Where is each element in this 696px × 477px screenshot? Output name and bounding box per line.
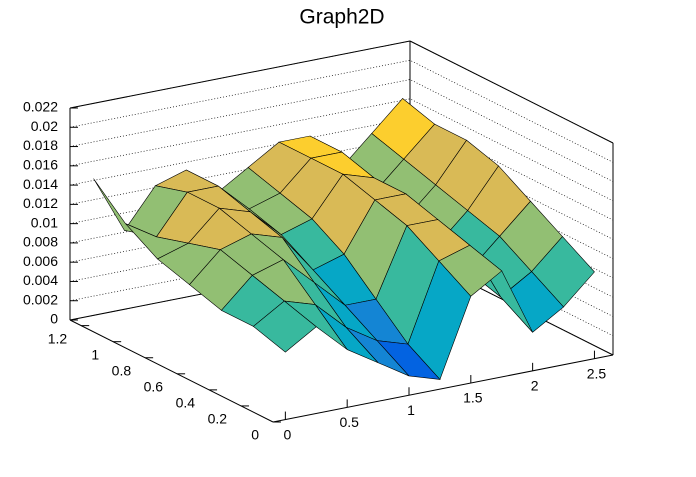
y-tick-label: 0.6 (144, 379, 164, 395)
x-tick-label: 1 (407, 402, 415, 418)
z-tick-label: 0.006 (23, 253, 58, 269)
z-tick-label: 0.01 (31, 214, 58, 230)
y-axis (69, 319, 274, 423)
chart-title: Graph2D (299, 6, 384, 29)
y-tick-label: 0.2 (208, 411, 228, 427)
z-tick-label: 0.022 (23, 99, 58, 115)
y-tick-label: 1.2 (48, 330, 68, 346)
x-tick-label: 0 (283, 426, 291, 442)
z-tick-label: 0.02 (31, 118, 58, 134)
box-edge (69, 40, 411, 109)
y-tick-label: 0.4 (176, 395, 196, 411)
box-edge (409, 40, 614, 144)
z-tick-label: 0.014 (23, 176, 58, 192)
y-tick-label: 1 (91, 346, 99, 362)
z-tick-label: 0.002 (23, 291, 58, 307)
z-tick-label: 0.016 (23, 157, 58, 173)
z-tick-label: 0.008 (23, 234, 58, 250)
surface-cell (252, 300, 317, 353)
x-tick-label: 0.5 (339, 414, 359, 430)
x-axis (272, 354, 614, 423)
x-tick-label: 2.5 (587, 365, 607, 381)
z-tick-label: 0.012 (23, 195, 58, 211)
y-tick-label: 0.8 (112, 362, 132, 378)
z-tick-label: 0.004 (23, 272, 58, 288)
y-tick-label: 0 (251, 427, 259, 443)
z-tick-label: 0.018 (23, 137, 58, 153)
z-tick-label: 0 (50, 311, 58, 327)
x-tick-label: 1.5 (463, 390, 483, 406)
grid-line (69, 59, 614, 163)
x-tick-label: 2 (531, 378, 539, 394)
